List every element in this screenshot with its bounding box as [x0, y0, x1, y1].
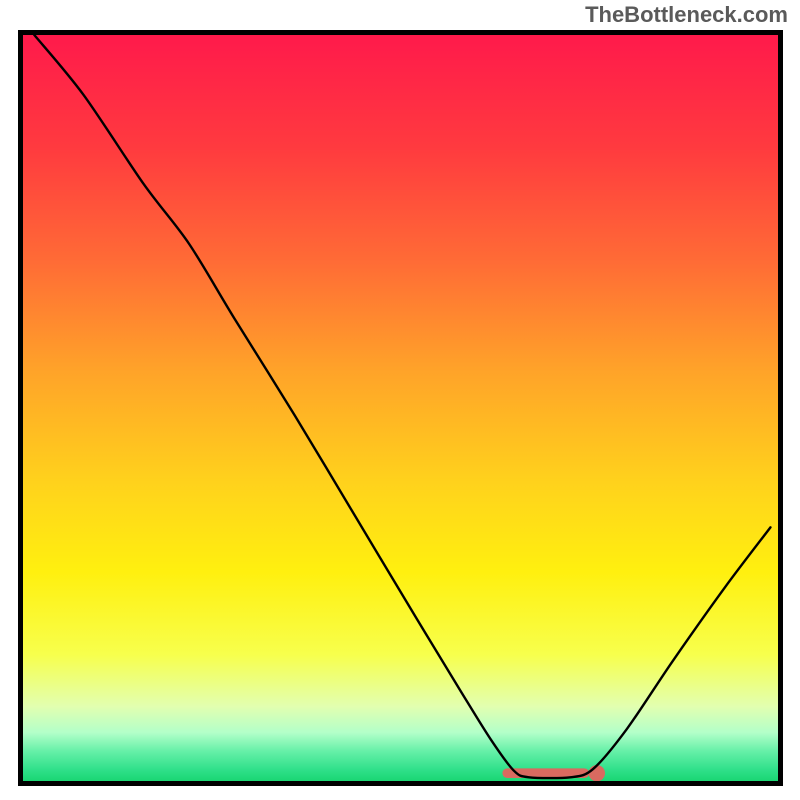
chart-container: TheBottleneck.com [0, 0, 800, 800]
optimal-range-dot [589, 765, 605, 781]
watermark-label: TheBottleneck.com [585, 2, 788, 28]
bottleneck-chart [18, 30, 783, 786]
chart-svg [18, 30, 783, 786]
